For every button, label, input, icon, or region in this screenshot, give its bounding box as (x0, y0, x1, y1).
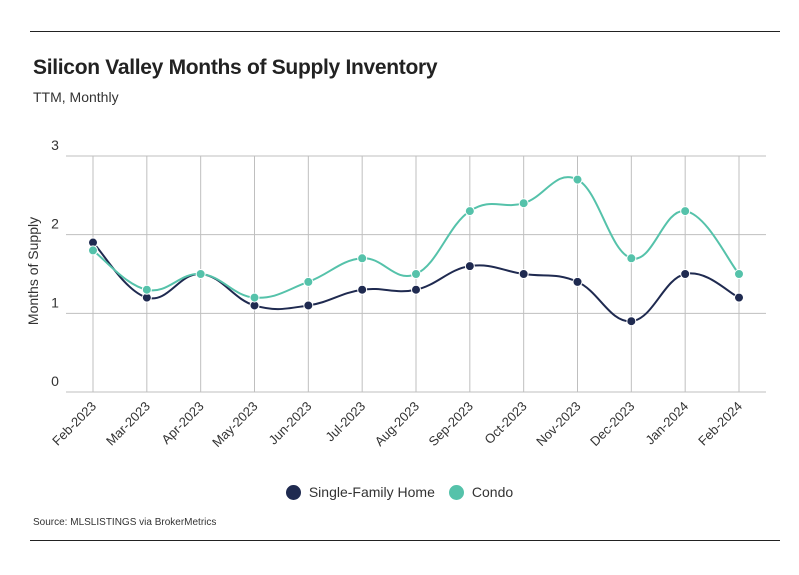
legend-label-single-family-home: Single-Family Home (308, 484, 435, 500)
data-point-condo (734, 269, 744, 279)
data-point-condo (626, 253, 637, 264)
data-point-condo (464, 206, 475, 217)
x-tick-label: Oct-2023 (481, 399, 529, 447)
data-point-condo (680, 206, 691, 217)
data-point-single-family-home (518, 269, 529, 279)
x-tick-label: May-2023 (209, 399, 260, 450)
y-tick-label: 3 (51, 137, 59, 153)
x-tick-label: Jul-2023 (322, 399, 368, 445)
y-tick-label: 1 (51, 294, 59, 310)
legend: Single-Family Home Condo (0, 484, 799, 500)
data-point-condo (303, 276, 314, 287)
x-tick-label: Dec-2023 (587, 399, 637, 449)
x-tick-label: Mar-2023 (103, 399, 153, 449)
chart-subtitle: TTM, Monthly (33, 89, 119, 105)
legend-item-condo[interactable]: Condo (448, 484, 514, 500)
x-tick-label: Jun-2023 (266, 399, 315, 448)
legend-swatch-condo (448, 484, 464, 500)
data-point-condo (141, 284, 152, 295)
data-point-condo (572, 174, 583, 185)
data-point-condo (518, 198, 529, 209)
x-tick-label: Apr-2023 (158, 399, 206, 447)
y-axis-ticks: 0 1 2 3 (51, 137, 59, 389)
data-point-single-family-home (411, 284, 421, 295)
data-point-condo (411, 269, 421, 279)
series (88, 174, 744, 327)
data-point-single-family-home (626, 316, 637, 327)
data-point-single-family-home (734, 292, 744, 303)
bottom-rule (30, 540, 780, 541)
x-tick-label: Nov-2023 (533, 399, 583, 449)
y-tick-label: 2 (51, 216, 59, 232)
data-point-single-family-home (680, 269, 691, 279)
x-tick-label: Feb-2024 (695, 399, 745, 449)
chart-title: Silicon Valley Months of Supply Inventor… (33, 56, 438, 79)
legend-item-single-family-home[interactable]: Single-Family Home (285, 484, 435, 500)
x-axis-ticks: Feb-2023 Mar-2023 Apr-2023 May-2023 Jun-2023… (49, 399, 745, 450)
source-note: Source: MLSLISTINGS via BrokerMetrics (33, 517, 217, 528)
data-point-single-family-home (464, 261, 475, 272)
x-tick-label: Aug-2023 (372, 399, 422, 449)
x-tick-label: Jan-2024 (642, 399, 691, 448)
data-point-single-family-home (357, 284, 368, 295)
data-point-single-family-home (303, 300, 314, 311)
data-point-condo (357, 253, 368, 264)
top-rule (30, 31, 780, 32)
x-tick-label: Feb-2023 (49, 399, 99, 449)
data-point-condo (88, 245, 98, 256)
data-point-condo (195, 269, 206, 279)
y-tick-label: 0 (51, 373, 59, 389)
data-point-condo (249, 292, 260, 303)
legend-swatch-single-family-home (285, 484, 301, 500)
x-tick-label: Sep-2023 (425, 399, 475, 449)
legend-label-condo: Condo (471, 484, 514, 500)
data-point-single-family-home (572, 276, 583, 287)
y-axis-label: Months of Supply (25, 217, 41, 325)
